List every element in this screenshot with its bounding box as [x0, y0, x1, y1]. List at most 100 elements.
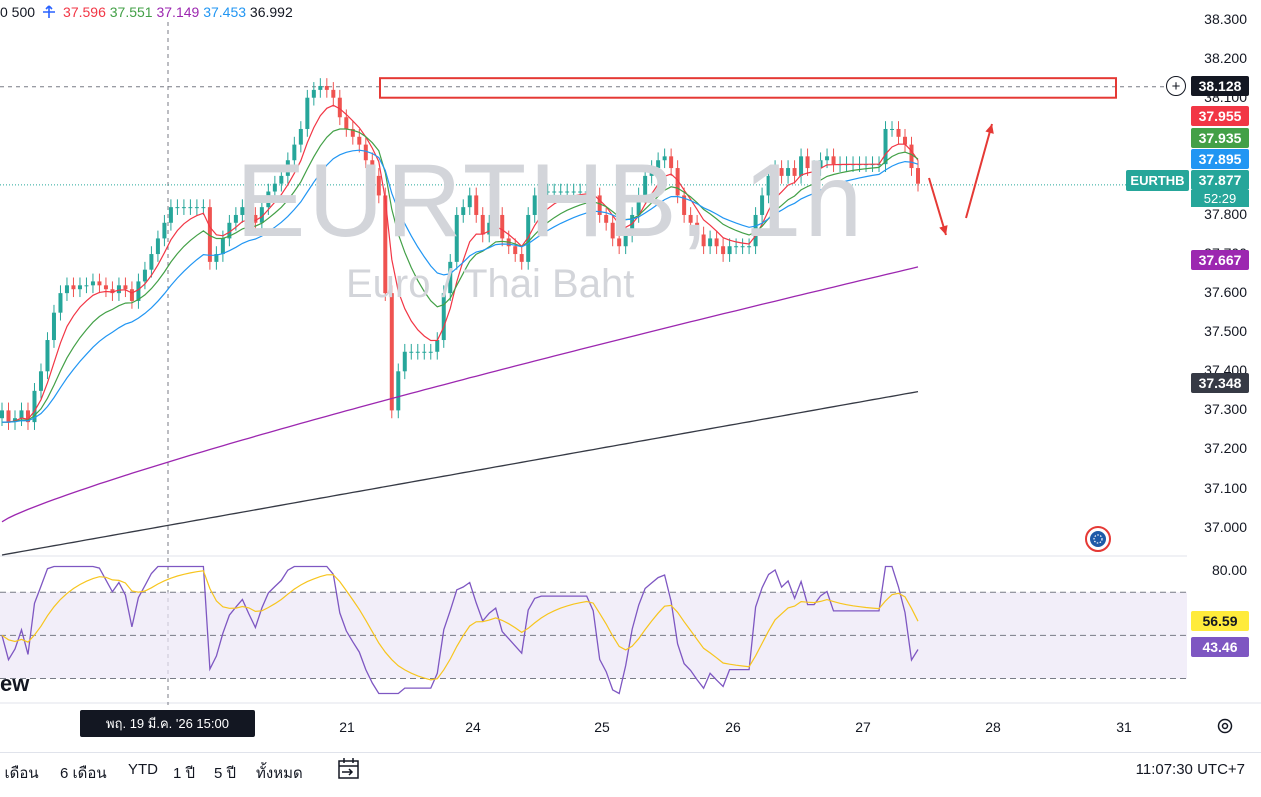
- candle-body: [331, 89, 336, 98]
- range-button[interactable]: 1 ปี: [173, 765, 196, 782]
- candle-body: [422, 351, 427, 353]
- price-label-ema-black: 37.348: [1191, 373, 1249, 393]
- price-tick-label: 37.100: [1204, 479, 1247, 496]
- candle-body: [474, 195, 479, 215]
- candle-body: [669, 156, 674, 169]
- candle-body: [812, 168, 817, 170]
- candle-body: [623, 234, 628, 247]
- candle-body: [753, 214, 758, 247]
- candle-body: [786, 168, 791, 176]
- candle-body: [630, 214, 635, 235]
- candle-body: [175, 207, 180, 209]
- candle-body: [155, 238, 160, 255]
- legend-value: 37.551: [109, 4, 157, 20]
- up-arrow: [965, 123, 993, 219]
- legend-settings-icon[interactable]: [41, 4, 57, 20]
- candle-body: [25, 410, 30, 423]
- candle-body: [584, 191, 589, 193]
- candle-body: [461, 207, 466, 215]
- rsi-ma-line: [1, 570, 919, 681]
- candle-body: [526, 214, 531, 262]
- range-button[interactable]: 3 เดือน: [0, 765, 39, 782]
- candle-body: [747, 246, 752, 248]
- candle-body: [363, 144, 368, 161]
- candle-body: [714, 238, 719, 247]
- candle-body: [370, 160, 375, 176]
- candle-body: [168, 207, 173, 223]
- ideas-bubble-icon[interactable]: [1085, 526, 1111, 552]
- candle-body: [701, 234, 706, 247]
- ema-100-line: [2, 149, 919, 423]
- candle-body: [6, 410, 11, 423]
- candle-body: [890, 128, 895, 130]
- watermark-symbol: EURTHB, 1h: [236, 143, 866, 259]
- candle-body: [565, 191, 570, 193]
- up-arrow-head: [985, 124, 994, 134]
- date-range-icon[interactable]: [336, 756, 362, 782]
- legend-value: 37.149: [156, 4, 204, 20]
- candle-body: [77, 285, 82, 290]
- candle-body: [129, 289, 134, 301]
- legend-value: 37.453: [203, 4, 250, 20]
- range-button[interactable]: ทั้งหมด: [256, 765, 303, 782]
- candle-body: [97, 281, 102, 286]
- candle-body: [831, 156, 836, 165]
- candle-body: [825, 156, 830, 161]
- price-tick-label: 37.800: [1204, 205, 1247, 222]
- candle-body: [311, 89, 316, 98]
- candle-body: [350, 128, 355, 137]
- rsi-value-label: 43.46: [1191, 637, 1249, 657]
- candle-body: [90, 281, 95, 286]
- clock[interactable]: 11:07:30 UTC+7: [1135, 761, 1245, 778]
- candle-body: [181, 207, 186, 209]
- range-button[interactable]: 6 เดือน: [60, 765, 107, 782]
- candle-body: [773, 168, 778, 176]
- candle-body: [643, 175, 648, 196]
- watermark-description: Euro / Thai Baht: [346, 262, 635, 306]
- candle-body: [12, 418, 17, 423]
- bottom-toolbar: 3 เดือน 6 เดือน YTD 1 ปี 5 ปี ทั้งหมด 11:07:3…: [0, 752, 1261, 787]
- candle-body: [656, 160, 661, 169]
- time-tick-label: 24: [465, 719, 481, 735]
- candle-body: [38, 371, 43, 391]
- candle-body: [909, 144, 914, 169]
- symbol-tag: EURTHB: [1126, 170, 1189, 191]
- candle-body: [532, 195, 537, 215]
- candle-body: [233, 214, 238, 223]
- candle-body: [194, 207, 199, 209]
- candle-body: [597, 195, 602, 215]
- add-plus-icon[interactable]: +: [1166, 76, 1186, 96]
- resistance-zone: [379, 77, 1117, 99]
- range-button[interactable]: YTD: [128, 761, 158, 778]
- candle-body: [246, 207, 251, 215]
- price-label-last: 37.877: [1191, 170, 1249, 190]
- candle-body: [123, 285, 128, 290]
- candle-body: [64, 285, 69, 294]
- candle-body: [376, 175, 381, 196]
- candle-body: [402, 351, 407, 372]
- range-button[interactable]: 5 ปี: [214, 765, 237, 782]
- price-label-crosshair: 38.128: [1191, 76, 1249, 96]
- candle-body: [51, 312, 56, 341]
- price-label-ema-green: 37.935: [1191, 128, 1249, 148]
- price-label-ema-blue: 37.895: [1191, 149, 1249, 169]
- candle-body: [383, 195, 388, 294]
- settings-gear-icon[interactable]: [1215, 716, 1235, 736]
- time-tick-label: 25: [594, 719, 610, 735]
- candle-body: [552, 191, 557, 193]
- rsi-value-label: 56.59: [1191, 611, 1249, 631]
- candle-body: [435, 340, 440, 352]
- candle-body: [71, 285, 76, 290]
- candle-body: [740, 246, 745, 248]
- candle-body: [201, 207, 206, 209]
- candle-body: [792, 168, 797, 176]
- price-tick-label: 37.200: [1204, 440, 1247, 457]
- time-tick-label: 21: [339, 719, 355, 735]
- candle-body: [389, 293, 394, 411]
- candle-body: [162, 222, 167, 239]
- candle-body: [578, 191, 583, 193]
- candle-body: [675, 168, 680, 196]
- ma-legend: 0 500 37.596 37.551 37.149 37.453 36.992: [0, 3, 293, 21]
- candle-body: [662, 156, 667, 161]
